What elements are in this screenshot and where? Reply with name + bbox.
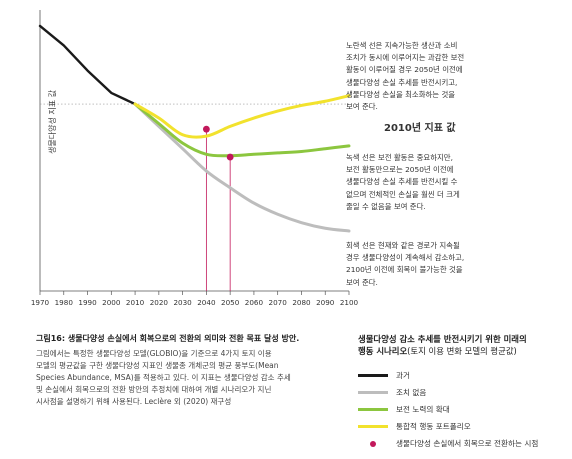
x-tick-label-2090: 2090 — [316, 298, 335, 307]
caption-body: 그림에서는 특정한 생물다양성 모델(GLOBIO)을 기준으로 4가지 토지 … — [36, 349, 291, 406]
legend-item-history: 과거 — [358, 367, 570, 384]
figure-caption: 그림16: 생물다양성 손실에서 회복으로의 전환의 의미와 전환 목표 달성 … — [36, 333, 326, 408]
legend-title: 생물다양성 감소 추세를 반전시키기 위한 미래의 행동 시나리오(토지 이용 … — [358, 333, 570, 357]
x-tick-label-1980: 1980 — [55, 298, 74, 307]
legend-label-integrated: 통합적 행동 포트폴리오 — [396, 422, 471, 431]
legend-swatch-integrated — [358, 425, 388, 428]
legend-subtitle: (토지 이용 변화 모델의 평균값) — [407, 346, 517, 356]
legend-label-history: 과거 — [396, 371, 410, 380]
series-integrated-line — [133, 94, 351, 139]
x-tick-label-2060: 2060 — [245, 298, 264, 307]
x-tick-label-2000: 2000 — [102, 298, 121, 307]
x-tick-label-2010: 2010 — [126, 298, 145, 307]
y-axis-label: 생물다양성 지표 값 — [48, 90, 57, 154]
legend-dot-swatch — [358, 440, 388, 447]
legend-label-turning-point: 생물다양성 손실에서 회복으로 전환하는 시점 — [396, 439, 539, 448]
turning-point-dot-1 — [226, 153, 234, 161]
legend-item-integrated: 통합적 행동 포트폴리오 — [358, 418, 570, 435]
legend: 생물다양성 감소 추세를 반전시키기 위한 미래의 행동 시나리오(토지 이용 … — [358, 333, 570, 452]
reference-line-label: 2010년 지표 값 — [384, 123, 456, 134]
x-tick-label-2080: 2080 — [292, 298, 311, 307]
x-tick-label-2070: 2070 — [269, 298, 288, 307]
turning-point-dot-0 — [202, 125, 210, 133]
legend-title-line1: 생물다양성 감소 추세를 반전시키기 위한 미래의 — [358, 334, 527, 344]
x-tick-label-1970: 1970 — [31, 298, 50, 307]
legend-item-turning-point: 생물다양성 손실에서 회복으로 전환하는 시점 — [358, 435, 570, 452]
annotation-grey: 회색 선은 현재와 같은 경로가 지속될 경우 생물다양성이 계속해서 감소하고… — [346, 241, 465, 287]
series-conservation-line — [133, 102, 351, 158]
legend-title-line2: 행동 시나리오 — [358, 346, 408, 356]
x-tick-label-2100: 2100 — [340, 298, 359, 307]
x-tick-label-2020: 2020 — [150, 298, 169, 307]
legend-swatch-history — [358, 374, 388, 377]
legend-swatch-no-action — [358, 391, 388, 394]
x-tick-label-2050: 2050 — [221, 298, 240, 307]
x-tick-label-1990: 1990 — [78, 298, 97, 307]
legend-label-no-action: 조치 없음 — [396, 388, 427, 397]
annotation-yellow: 노란색 선은 지속가능한 생산과 소비 조치가 동시에 이루어지는 과감한 보전… — [346, 41, 465, 112]
series-history-line — [38, 24, 137, 106]
legend-dot-icon — [370, 440, 376, 447]
x-tick-label-2040: 2040 — [197, 298, 216, 307]
annotation-green: 녹색 선은 보전 활동은 중요하지만, 보전 활동만으로는 2050년 이전에 … — [346, 153, 460, 211]
series-no-action-line — [133, 102, 351, 233]
legend-item-no-action: 조치 없음 — [358, 384, 570, 401]
legend-swatch-conservation — [358, 408, 388, 411]
legend-item-conservation: 보전 노력의 확대 — [358, 401, 570, 418]
legend-label-conservation: 보전 노력의 확대 — [396, 405, 450, 414]
caption-title: 그림16: 생물다양성 손실에서 회복으로의 전환의 의미와 전환 목표 달성 … — [36, 334, 300, 343]
x-tick-label-2030: 2030 — [173, 298, 192, 307]
